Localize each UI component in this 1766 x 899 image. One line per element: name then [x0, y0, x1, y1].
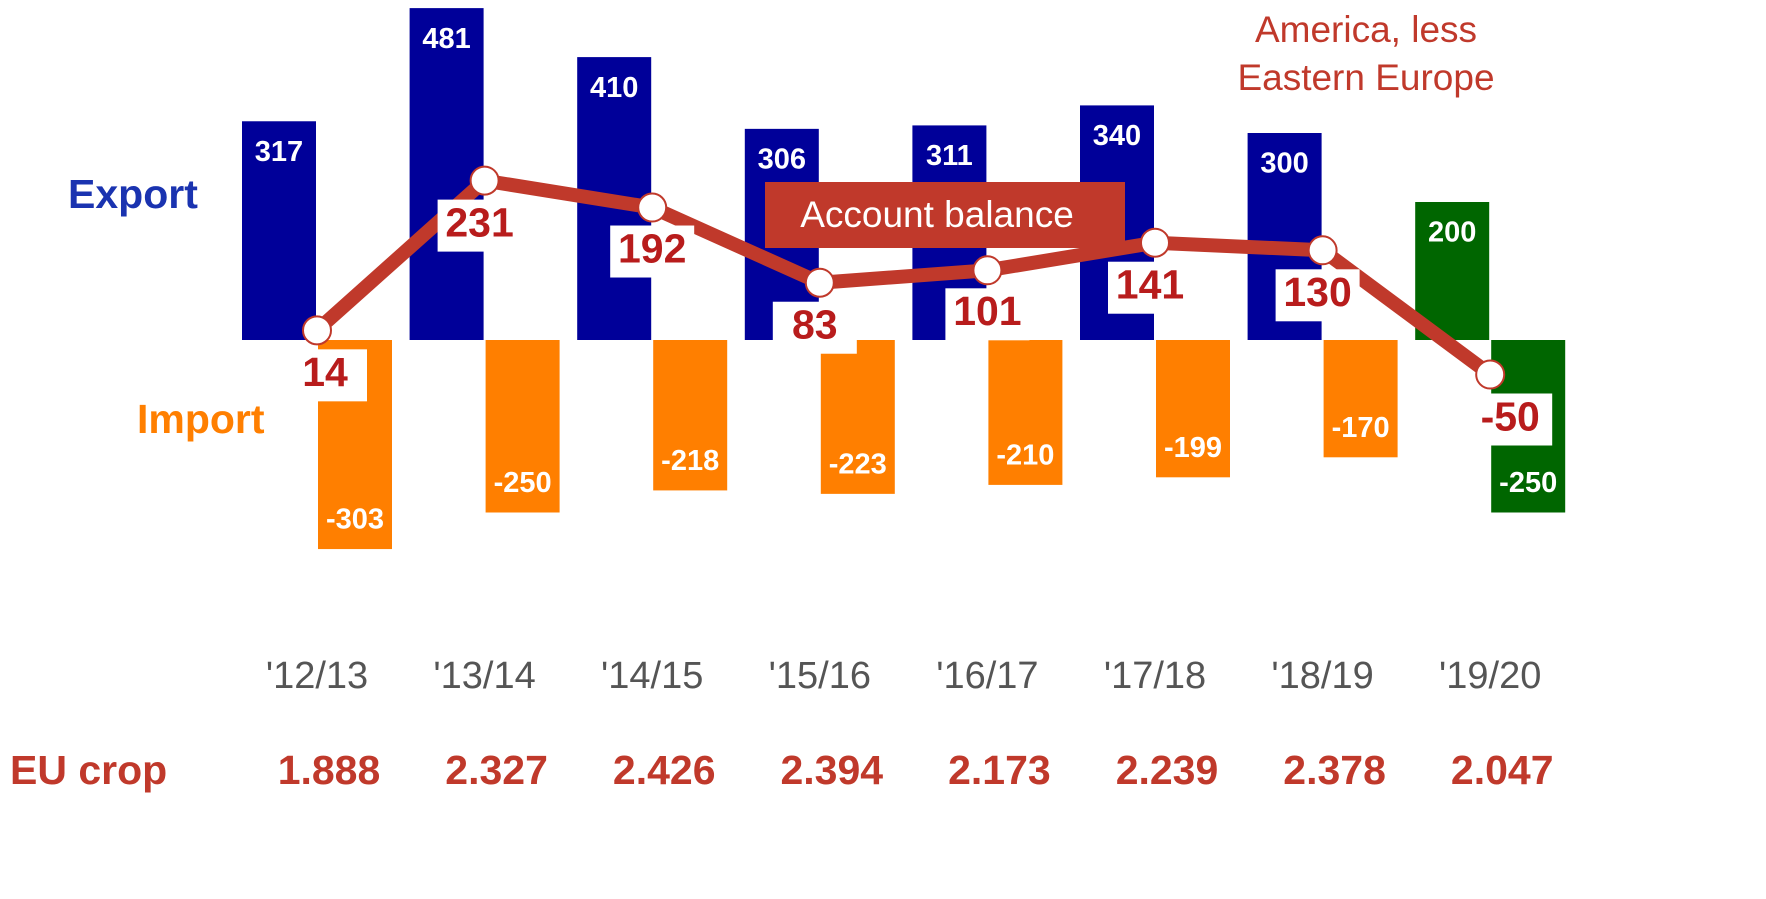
- x-tick-label: '14/15: [601, 655, 703, 697]
- balance-label-bg: [1468, 393, 1553, 446]
- balance-label: 14: [302, 349, 348, 395]
- balance-label-bg: [437, 199, 522, 252]
- row-value: 2.327: [445, 747, 548, 793]
- import-bar: [485, 340, 560, 513]
- import-bar: [988, 340, 1063, 485]
- import-bar: [653, 340, 728, 491]
- x-tick-label: '19/20: [1439, 655, 1541, 697]
- balance-point: [302, 315, 332, 346]
- bar-label: -250: [494, 467, 552, 499]
- row-value: 2.426: [613, 747, 716, 793]
- x-tick-label: '16/17: [936, 655, 1038, 697]
- bar-label: -303: [326, 504, 384, 536]
- bar-label: 317: [255, 136, 303, 168]
- row-value: 2.173: [948, 747, 1051, 793]
- balance-point: [804, 267, 835, 298]
- bar-label: 481: [422, 23, 470, 55]
- balance-series-label: Account balance: [800, 194, 1074, 235]
- x-tick-label: '13/14: [433, 655, 535, 697]
- import-bar: [1323, 340, 1398, 458]
- balance-label-bg: [1275, 269, 1360, 322]
- balance-point: [469, 165, 500, 196]
- balance-point: [1140, 227, 1170, 258]
- balance-label-bg: [772, 301, 857, 354]
- bar-label: 410: [590, 72, 638, 104]
- import-bar: [820, 340, 895, 494]
- row-value: 2.239: [1116, 747, 1219, 793]
- import-label: Import: [137, 396, 265, 442]
- balance-label: 130: [1283, 269, 1351, 315]
- balance-label-bg: [283, 349, 367, 402]
- bar-label: -223: [829, 449, 887, 481]
- bar-label: 306: [758, 144, 806, 176]
- balance-label: 83: [792, 302, 838, 348]
- balance-line: [312, 173, 1495, 381]
- bar-label: -210: [996, 440, 1054, 472]
- annotation: America, less: [1255, 9, 1477, 50]
- balance-point: [972, 255, 1003, 286]
- balance-label: 231: [445, 199, 513, 245]
- balance-label-box: [765, 182, 1125, 248]
- export-bar: [1415, 202, 1490, 340]
- balance-label: -50: [1481, 393, 1540, 439]
- bar-label: -170: [1332, 412, 1390, 444]
- balance-point: [637, 192, 668, 223]
- x-tick-label: '18/19: [1271, 655, 1373, 697]
- row-value: 2.378: [1283, 747, 1386, 793]
- bar-label: -218: [661, 445, 719, 477]
- row-value: 2.394: [780, 747, 883, 793]
- bar-label: 311: [926, 140, 973, 172]
- balance-point: [1307, 235, 1338, 266]
- row-label: EU crop: [10, 747, 167, 793]
- bar-label: 300: [1260, 148, 1308, 180]
- x-tick-label: '12/13: [266, 655, 368, 697]
- balance-label-bg: [1108, 261, 1192, 314]
- bar-label: 340: [1093, 120, 1141, 152]
- export-bar: [242, 121, 316, 341]
- balance-label-bg: [945, 288, 1030, 341]
- export-label: Export: [68, 171, 198, 217]
- x-tick-label: '15/16: [769, 655, 871, 697]
- balance-label: 192: [618, 225, 686, 271]
- import-bar: [1156, 340, 1230, 478]
- bar-label: -199: [1164, 432, 1222, 464]
- balance-label-bg: [610, 225, 695, 278]
- bar-label: 200: [1428, 217, 1476, 249]
- balance-point: [1475, 359, 1506, 390]
- row-value: 2.047: [1451, 747, 1554, 793]
- annotation: Eastern Europe: [1237, 57, 1494, 98]
- x-tick-label: '17/18: [1104, 655, 1206, 697]
- balance-label: 101: [953, 288, 1021, 334]
- row-value: 1.888: [278, 747, 381, 793]
- balance-label: 141: [1116, 262, 1184, 308]
- bar-label: -250: [1499, 467, 1557, 499]
